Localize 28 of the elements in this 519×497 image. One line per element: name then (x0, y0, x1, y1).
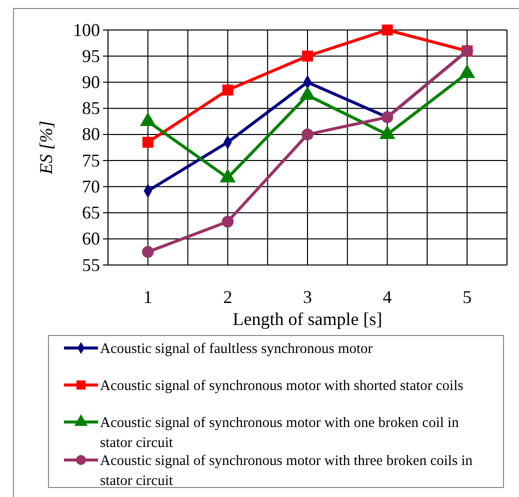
y-tick-label: 65 (82, 202, 100, 223)
y-tick-label: 75 (82, 150, 100, 170)
legend-label: Acoustic signal of synchronous motor with one broken coil in stator circuit (100, 415, 460, 451)
x-tick-label: 2 (223, 286, 232, 307)
point (142, 136, 154, 148)
y-tick-label: 95 (82, 46, 100, 66)
x-tick-label: 5 (462, 286, 472, 307)
x-tick-label: 4 (382, 286, 392, 307)
legend-label: Acoustic signal of faultless synchronous motor (100, 341, 373, 357)
x-tick-label: 3 (303, 286, 312, 307)
legend-label: Acoustic signal of synchronous motor with three broken coils in stator circuit (100, 453, 474, 489)
point (222, 216, 234, 228)
point (222, 84, 234, 96)
x-axis-title: Length of sample [s] (232, 309, 382, 329)
point (382, 24, 393, 36)
y-tick-label: 55 (82, 254, 100, 275)
point (302, 50, 313, 62)
y-tick-label: 80 (82, 124, 100, 144)
y-tick-label: 90 (82, 72, 100, 92)
legend-label: Acoustic signal of synchronous motor with shorted stator coils (100, 378, 464, 394)
point (142, 246, 154, 258)
y-tick-label: 85 (82, 98, 100, 118)
y-tick-label: 70 (82, 176, 100, 196)
y-axis-title: ES [%] (36, 120, 56, 176)
y-tick-label: 60 (82, 228, 100, 249)
y-tick-label: 100 (73, 20, 100, 40)
point (302, 128, 314, 140)
x-tick-label: 1 (143, 286, 152, 307)
